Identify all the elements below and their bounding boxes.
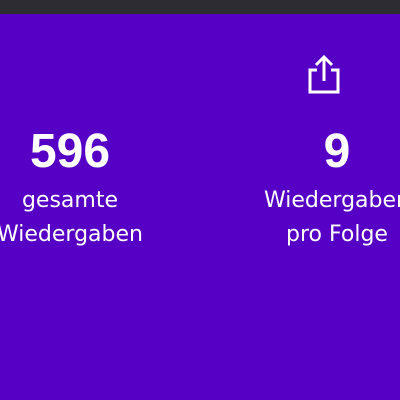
- status-bar: [0, 0, 400, 14]
- stat-label: pro Folge: [286, 222, 388, 247]
- stat-value: 9: [323, 125, 351, 178]
- share-button[interactable]: [305, 54, 343, 96]
- share-arrow: [314, 54, 334, 81]
- stat-label: Wiedergaben: [0, 222, 143, 247]
- share-box: [308, 68, 340, 94]
- stat-label: gesamte: [21, 188, 119, 213]
- stat-total: 596 gesamte Wiedergaben: [0, 120, 180, 252]
- stat-per-episode: 9 Wiedergaben pro Folge: [227, 120, 400, 252]
- stat-label: Wiedergaben: [264, 188, 400, 213]
- stat-value: 596: [29, 125, 111, 178]
